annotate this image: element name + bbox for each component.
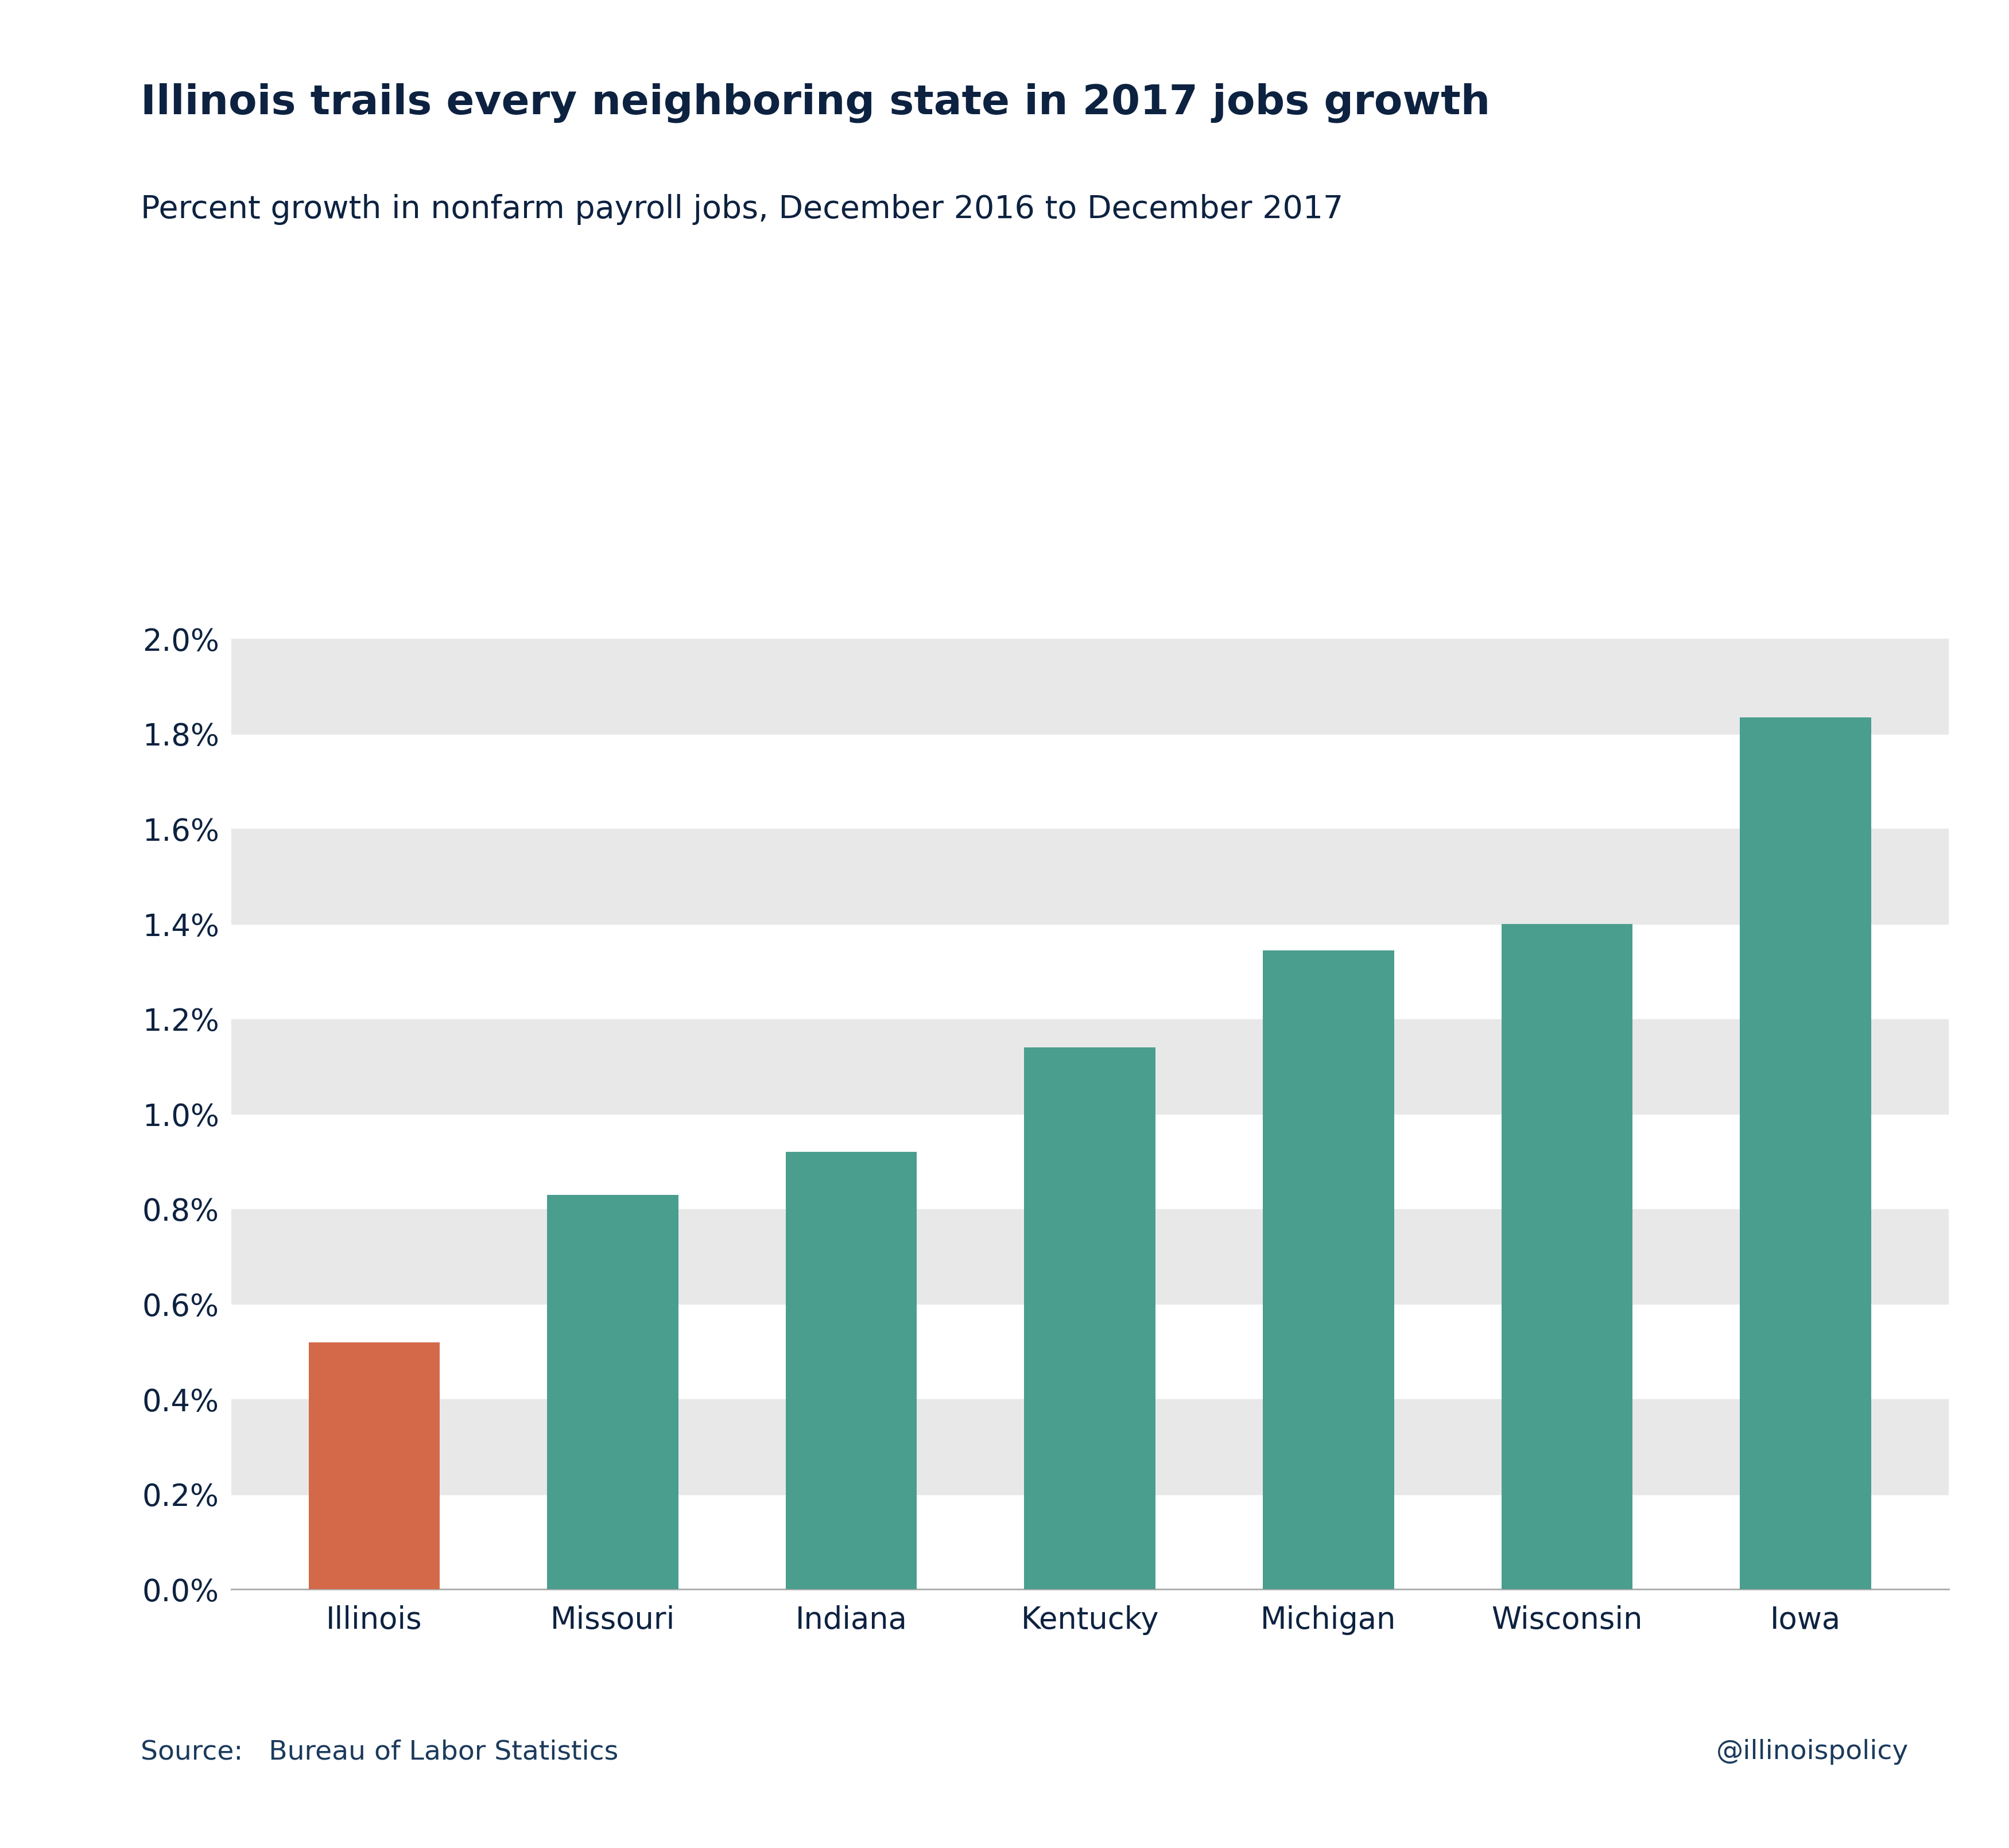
Bar	[1740, 717, 1870, 1589]
Bar	[231, 1399, 1949, 1495]
Text: Source:   Bureau of Labor Statistics: Source: Bureau of Labor Statistics	[141, 1739, 619, 1765]
Bar	[231, 1209, 1949, 1305]
Text: @illinoispolicy: @illinoispolicy	[1716, 1739, 1909, 1765]
Bar	[1501, 924, 1633, 1589]
Bar	[231, 1018, 1949, 1114]
Bar	[231, 830, 1949, 924]
Bar	[309, 1342, 440, 1589]
Bar	[1264, 950, 1394, 1589]
Text: Percent growth in nonfarm payroll jobs, December 2016 to December 2017: Percent growth in nonfarm payroll jobs, …	[141, 194, 1344, 225]
Bar	[1025, 1048, 1155, 1589]
Bar	[546, 1196, 679, 1589]
Text: Illinois trails every neighboring state in 2017 jobs growth: Illinois trails every neighboring state …	[141, 83, 1491, 124]
Bar	[231, 639, 1949, 734]
Bar	[786, 1151, 916, 1589]
